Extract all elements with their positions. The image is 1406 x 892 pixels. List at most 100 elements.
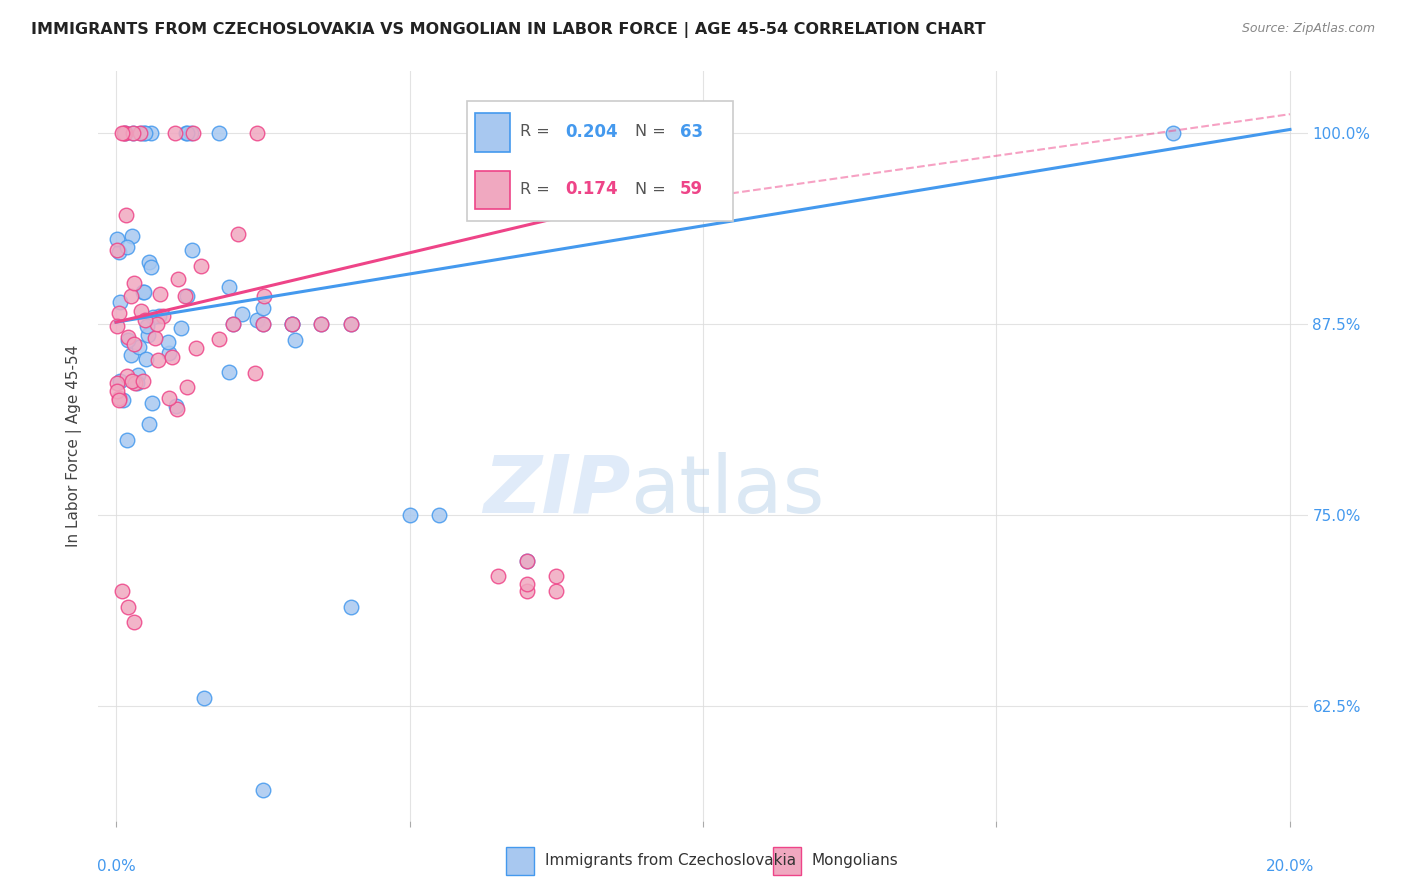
Point xyxy=(190,259,212,273)
Point xyxy=(117,434,139,448)
Point xyxy=(170,321,193,335)
Point xyxy=(135,318,157,333)
Text: 0.0%: 0.0% xyxy=(97,859,135,874)
FancyBboxPatch shape xyxy=(506,847,534,875)
Point xyxy=(142,310,165,325)
Point xyxy=(284,334,307,348)
Point xyxy=(139,260,162,275)
Point xyxy=(132,374,155,388)
Point xyxy=(165,399,187,413)
Point xyxy=(193,691,215,706)
Point xyxy=(516,584,538,599)
Point xyxy=(117,599,139,614)
Point xyxy=(120,348,142,362)
Point xyxy=(231,307,253,321)
Point xyxy=(184,341,207,355)
Point xyxy=(243,367,266,381)
Point xyxy=(121,229,143,244)
Point xyxy=(174,126,197,140)
Point xyxy=(516,554,538,568)
Point xyxy=(516,576,538,591)
Point xyxy=(122,337,145,351)
Point xyxy=(281,317,304,331)
Point xyxy=(427,508,450,522)
Point xyxy=(134,285,156,300)
Point xyxy=(162,350,184,364)
Point xyxy=(181,243,204,257)
Point xyxy=(218,279,240,293)
Point xyxy=(108,294,131,309)
Point xyxy=(252,301,274,316)
Point xyxy=(132,126,155,140)
Point xyxy=(111,584,134,599)
Point xyxy=(311,317,333,331)
Point xyxy=(122,126,145,140)
Point xyxy=(311,317,333,331)
Point xyxy=(139,126,162,140)
Point xyxy=(128,340,150,354)
Point xyxy=(207,126,229,140)
Point xyxy=(120,288,142,302)
Point xyxy=(398,508,420,522)
Point xyxy=(112,126,135,140)
Point xyxy=(105,318,128,333)
Point xyxy=(128,126,150,140)
Point xyxy=(252,317,274,331)
Point xyxy=(134,312,156,326)
Point xyxy=(222,317,245,331)
Point xyxy=(136,328,159,343)
Point xyxy=(166,402,188,417)
Point xyxy=(252,783,274,797)
Point xyxy=(546,584,568,599)
Point xyxy=(108,374,131,388)
Point xyxy=(173,289,195,303)
Point xyxy=(105,384,128,399)
Text: Immigrants from Czechoslovakia: Immigrants from Czechoslovakia xyxy=(546,854,796,868)
Point xyxy=(122,615,145,629)
Text: Source: ZipAtlas.com: Source: ZipAtlas.com xyxy=(1241,22,1375,36)
Point xyxy=(117,333,139,347)
FancyBboxPatch shape xyxy=(773,847,801,875)
Point xyxy=(245,126,267,140)
Point xyxy=(111,126,134,140)
Point xyxy=(108,393,131,408)
Point xyxy=(138,417,160,431)
Point xyxy=(114,126,136,140)
Point xyxy=(108,244,131,259)
Point xyxy=(340,317,363,331)
Text: atlas: atlas xyxy=(630,452,825,530)
Point xyxy=(111,393,134,408)
Point xyxy=(208,332,231,346)
Point xyxy=(127,368,149,383)
Point xyxy=(281,317,304,331)
Point xyxy=(121,374,143,388)
Point xyxy=(105,232,128,246)
Point xyxy=(252,317,274,331)
Point xyxy=(105,376,128,390)
Point xyxy=(107,391,129,405)
Point xyxy=(121,126,143,140)
Point xyxy=(127,376,149,391)
Point xyxy=(115,369,138,384)
Point xyxy=(122,276,145,290)
Point xyxy=(181,126,204,140)
Point xyxy=(135,351,157,366)
Point xyxy=(156,334,179,349)
Point xyxy=(129,126,152,140)
Point xyxy=(148,353,170,368)
Point xyxy=(138,255,160,269)
Point xyxy=(180,126,202,140)
Point xyxy=(152,309,174,323)
Point xyxy=(114,126,136,140)
Point xyxy=(163,126,186,140)
Point xyxy=(146,317,169,331)
Point xyxy=(340,599,363,614)
Text: IMMIGRANTS FROM CZECHOSLOVAKIA VS MONGOLIAN IN LABOR FORCE | AGE 45-54 CORRELATI: IMMIGRANTS FROM CZECHOSLOVAKIA VS MONGOL… xyxy=(31,22,986,38)
Point xyxy=(1161,126,1184,140)
Point xyxy=(115,240,138,254)
Point xyxy=(281,317,304,331)
Point xyxy=(253,289,276,303)
Point xyxy=(218,365,240,379)
Point xyxy=(486,569,509,583)
Text: ZIP: ZIP xyxy=(484,452,630,530)
